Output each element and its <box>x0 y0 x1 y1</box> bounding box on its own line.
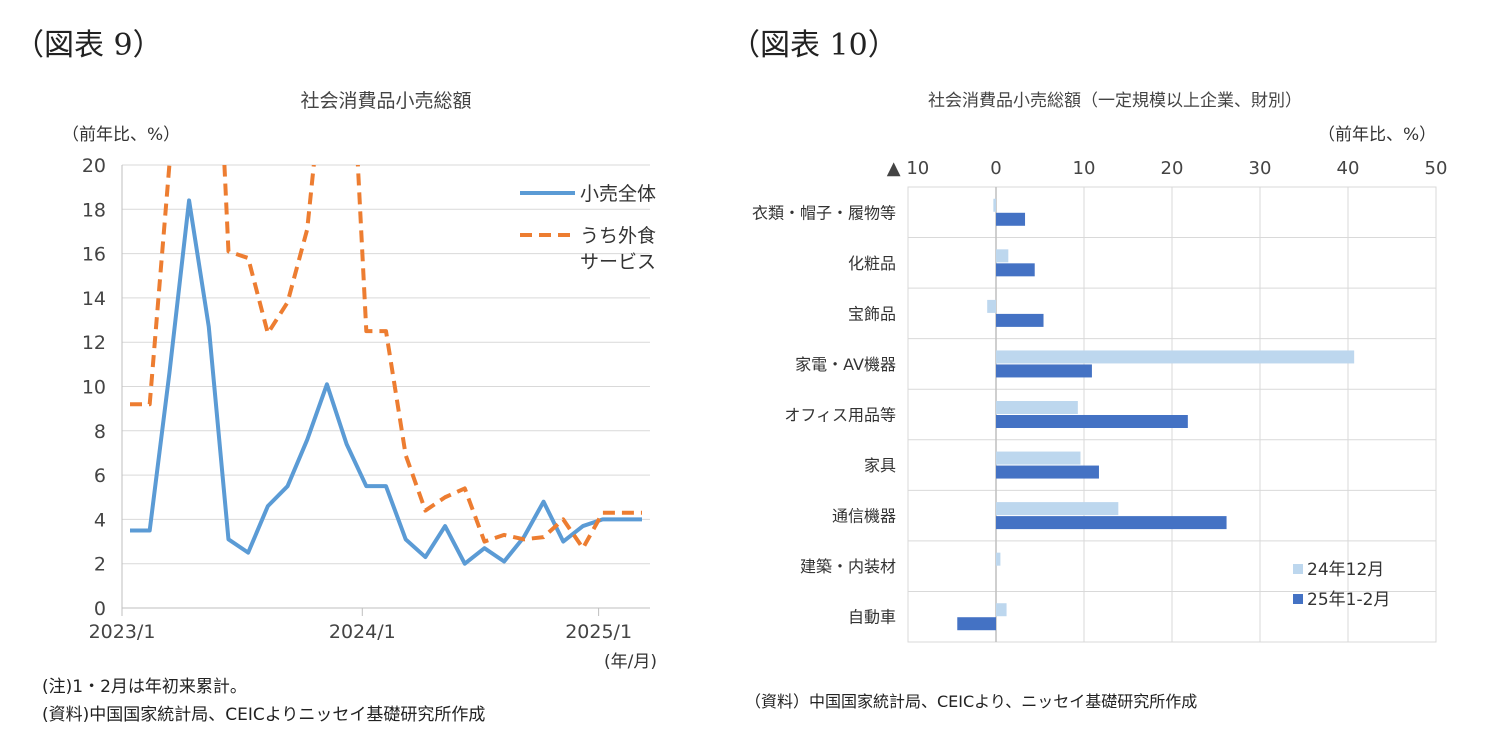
bar-dec24 <box>996 401 1078 414</box>
category-label: オフィス用品等 <box>784 406 896 425</box>
bar-dec24 <box>993 198 996 212</box>
bar-janfeb25 <box>957 617 996 631</box>
fig9-x-unit: (年/月) <box>604 652 657 672</box>
y-tick-label: 6 <box>94 465 106 487</box>
y-tick-label: 8 <box>94 421 106 443</box>
fig9-note-1: (注)1・2月は年初来累計。 <box>42 677 247 697</box>
bar-dec24 <box>996 350 1355 364</box>
legend-swatch <box>1293 564 1303 574</box>
bar-dec24 <box>987 299 996 313</box>
y-tick-label: 14 <box>82 288 106 310</box>
series-line-retail-total <box>130 198 642 566</box>
x-tick-label: 30 <box>1249 158 1272 179</box>
category-label: 自動車 <box>848 608 896 627</box>
fig9-note-2: (資料)中国国家統計局、CEICよりニッセイ基礎研究所作成 <box>42 705 486 725</box>
x-tick-label: 40 <box>1337 158 1360 179</box>
bar-dec24 <box>996 552 1001 566</box>
fig9-chart-title: 社会消費品小売総額 <box>300 90 472 112</box>
y-tick-label: 12 <box>82 332 106 354</box>
fig9-label: （図表 9） <box>14 28 163 63</box>
bar-dec24 <box>996 249 1009 263</box>
x-tick-label: 10 <box>1073 158 1096 179</box>
legend-swatch <box>1293 594 1303 604</box>
bar-janfeb25 <box>996 364 1092 378</box>
category-label: 衣類・帽子・履物等 <box>752 203 896 222</box>
bar-dec24 <box>996 451 1081 465</box>
y-tick-label: 18 <box>82 199 106 221</box>
legend-label: 25年1-2月 <box>1307 590 1390 610</box>
fig10-chart-title: 社会消費品小売総額（一定規模以上企業、財別） <box>928 91 1302 111</box>
bar-dec24 <box>996 502 1119 516</box>
y-tick-label: 10 <box>82 377 106 399</box>
category-label: 化粧品 <box>848 254 896 273</box>
bar-janfeb25 <box>996 465 1099 479</box>
x-tick-label: 2023/1 <box>89 621 156 643</box>
x-tick-label: ▲ 10 <box>887 158 929 179</box>
y-tick-label: 2 <box>94 554 106 576</box>
category-label: 通信機器 <box>832 507 896 526</box>
bar-janfeb25 <box>996 313 1044 327</box>
x-tick-label: 20 <box>1161 158 1184 179</box>
y-tick-label: 0 <box>94 598 106 620</box>
series-line-food-service <box>130 165 642 551</box>
legend-label: 小売全体 <box>580 183 656 205</box>
x-tick-label: 2025/1 <box>565 621 632 643</box>
fig9-y-unit: （前年比、%） <box>62 125 181 145</box>
bar-janfeb25 <box>996 263 1035 277</box>
bar-janfeb25 <box>996 516 1227 530</box>
category-label: 建築・内装材 <box>800 557 896 576</box>
fig10-x-unit: （前年比、%） <box>1318 125 1437 145</box>
x-tick-label: 50 <box>1425 158 1448 179</box>
category-label: 家電・AV機器 <box>795 355 896 374</box>
y-tick-label: 16 <box>82 244 106 266</box>
legend-label: サービス <box>580 251 656 273</box>
bar-janfeb25 <box>996 212 1026 226</box>
y-tick-label: 20 <box>82 155 106 177</box>
y-tick-label: 4 <box>94 509 106 531</box>
bar-janfeb25 <box>996 415 1188 428</box>
category-label: 家具 <box>864 456 896 475</box>
legend-label: 24年12月 <box>1307 560 1384 580</box>
bar-dec24 <box>996 603 1007 617</box>
x-tick-label: 2024/1 <box>329 621 396 643</box>
fig10-note: （資料）中国国家統計局、CEICより、ニッセイ基礎研究所作成 <box>745 692 1198 711</box>
category-label: 宝飾品 <box>848 304 896 323</box>
x-tick-label: 0 <box>990 158 1001 179</box>
legend-label: うち外食 <box>580 225 656 247</box>
fig10-label: （図表 10） <box>730 28 898 63</box>
